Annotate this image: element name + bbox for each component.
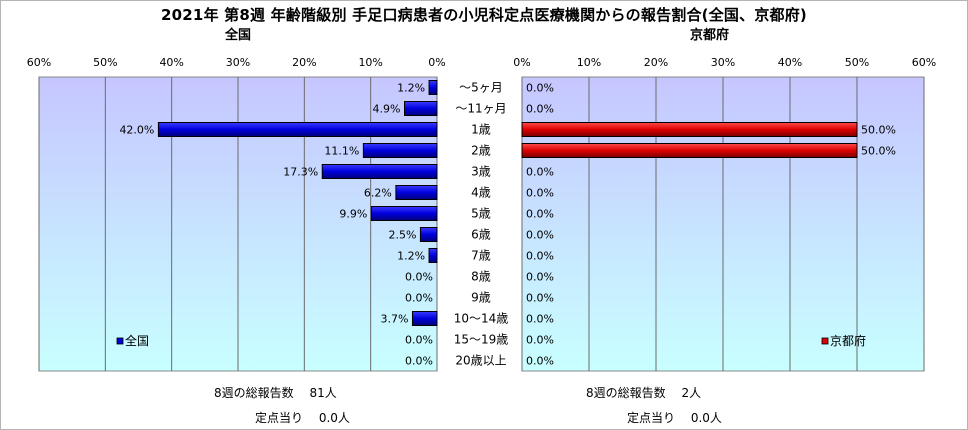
kyoto-total-reports: 8週の総報告数 2人 [586, 386, 702, 400]
national-bar [395, 185, 438, 200]
national-per-point: 定点当り 0.0人 [255, 411, 350, 425]
kyoto-bar [521, 122, 858, 137]
category-label: 2歳 [471, 144, 491, 158]
national-legend-label: 全国 [125, 333, 149, 348]
national-data-label: 0.0% [405, 334, 433, 347]
national-total-reports: 8週の総報告数 81人 [214, 386, 337, 400]
national-bar [370, 206, 438, 221]
kyoto-tick-label: 0% [513, 56, 530, 69]
national-bar [428, 248, 438, 263]
national-data-label: 4.9% [373, 103, 401, 116]
category-label: 15～19歳 [454, 333, 509, 347]
kyoto-legend-swatch [821, 337, 829, 345]
kyoto-subtitle: 京都府 [690, 28, 730, 43]
national-tick-label: 0% [428, 56, 445, 69]
kyoto-data-label: 50.0% [861, 145, 896, 158]
category-label: ～5ヶ月 [459, 81, 503, 95]
national-data-label: 0.0% [405, 271, 433, 284]
kyoto-data-label: 0.0% [526, 187, 554, 200]
national-data-label: 9.9% [339, 208, 367, 221]
national-legend-swatch [116, 337, 124, 345]
national-bar [321, 164, 438, 179]
kyoto-tick-label: 10% [577, 56, 601, 69]
kyoto-per-point: 定点当り 0.0人 [627, 411, 722, 425]
kyoto-data-label: 0.0% [526, 271, 554, 284]
kyoto-data-label: 0.0% [526, 229, 554, 242]
kyoto-data-label: 0.0% [526, 355, 554, 368]
kyoto-data-label: 0.0% [526, 166, 554, 179]
national-bar [419, 227, 438, 242]
national-bar [157, 122, 438, 137]
kyoto-tick-label: 30% [711, 56, 735, 69]
category-label: 4歳 [471, 186, 491, 200]
national-data-label: 11.1% [324, 145, 359, 158]
national-data-label: 2.5% [388, 229, 416, 242]
kyoto-data-label: 0.0% [526, 334, 554, 347]
kyoto-data-label: 50.0% [861, 124, 896, 137]
national-data-label: 0.0% [405, 292, 433, 305]
national-data-label: 1.2% [397, 82, 425, 95]
category-label: 10～14歳 [454, 312, 509, 326]
national-tick-label: 40% [159, 56, 183, 69]
national-data-label: 3.7% [381, 313, 409, 326]
national-tick-label: 20% [292, 56, 316, 69]
kyoto-data-label: 0.0% [526, 82, 554, 95]
kyoto-data-label: 0.0% [526, 208, 554, 221]
kyoto-legend-label: 京都府 [830, 333, 866, 348]
national-tick-label: 30% [226, 56, 250, 69]
national-data-label: 17.3% [283, 166, 318, 179]
category-label: 3歳 [471, 165, 491, 179]
kyoto-data-label: 0.0% [526, 250, 554, 263]
category-label: 20歳以上 [455, 354, 506, 368]
category-label: ～11ヶ月 [455, 102, 506, 116]
category-label: 5歳 [471, 207, 491, 221]
national-bar [428, 80, 438, 95]
national-tick-label: 60% [27, 56, 51, 69]
kyoto-data-label: 0.0% [526, 292, 554, 305]
kyoto-bar [521, 143, 858, 158]
category-label: 6歳 [471, 228, 491, 242]
category-label: 8歳 [471, 270, 491, 284]
category-label: 7歳 [471, 249, 491, 263]
kyoto-data-label: 0.0% [526, 103, 554, 116]
national-data-label: 6.2% [364, 187, 392, 200]
national-tick-label: 10% [358, 56, 382, 69]
national-bar [362, 143, 438, 158]
category-label: 1歳 [471, 123, 491, 137]
national-data-label: 1.2% [397, 250, 425, 263]
national-bar [411, 311, 438, 326]
national-bar [403, 101, 438, 116]
national-data-label: 42.0% [119, 124, 154, 137]
category-label: 9歳 [471, 291, 491, 305]
kyoto-tick-label: 20% [644, 56, 668, 69]
kyoto-tick-label: 40% [778, 56, 802, 69]
kyoto-data-label: 0.0% [526, 313, 554, 326]
national-tick-label: 50% [93, 56, 117, 69]
chart-title: 2021年 第8週 年齢階級別 手足口病患者の小児科定点医療機関からの報告割合(… [161, 6, 807, 24]
kyoto-tick-label: 60% [912, 56, 936, 69]
national-data-label: 0.0% [405, 355, 433, 368]
national-subtitle: 全国 [225, 28, 252, 43]
kyoto-tick-label: 50% [845, 56, 869, 69]
